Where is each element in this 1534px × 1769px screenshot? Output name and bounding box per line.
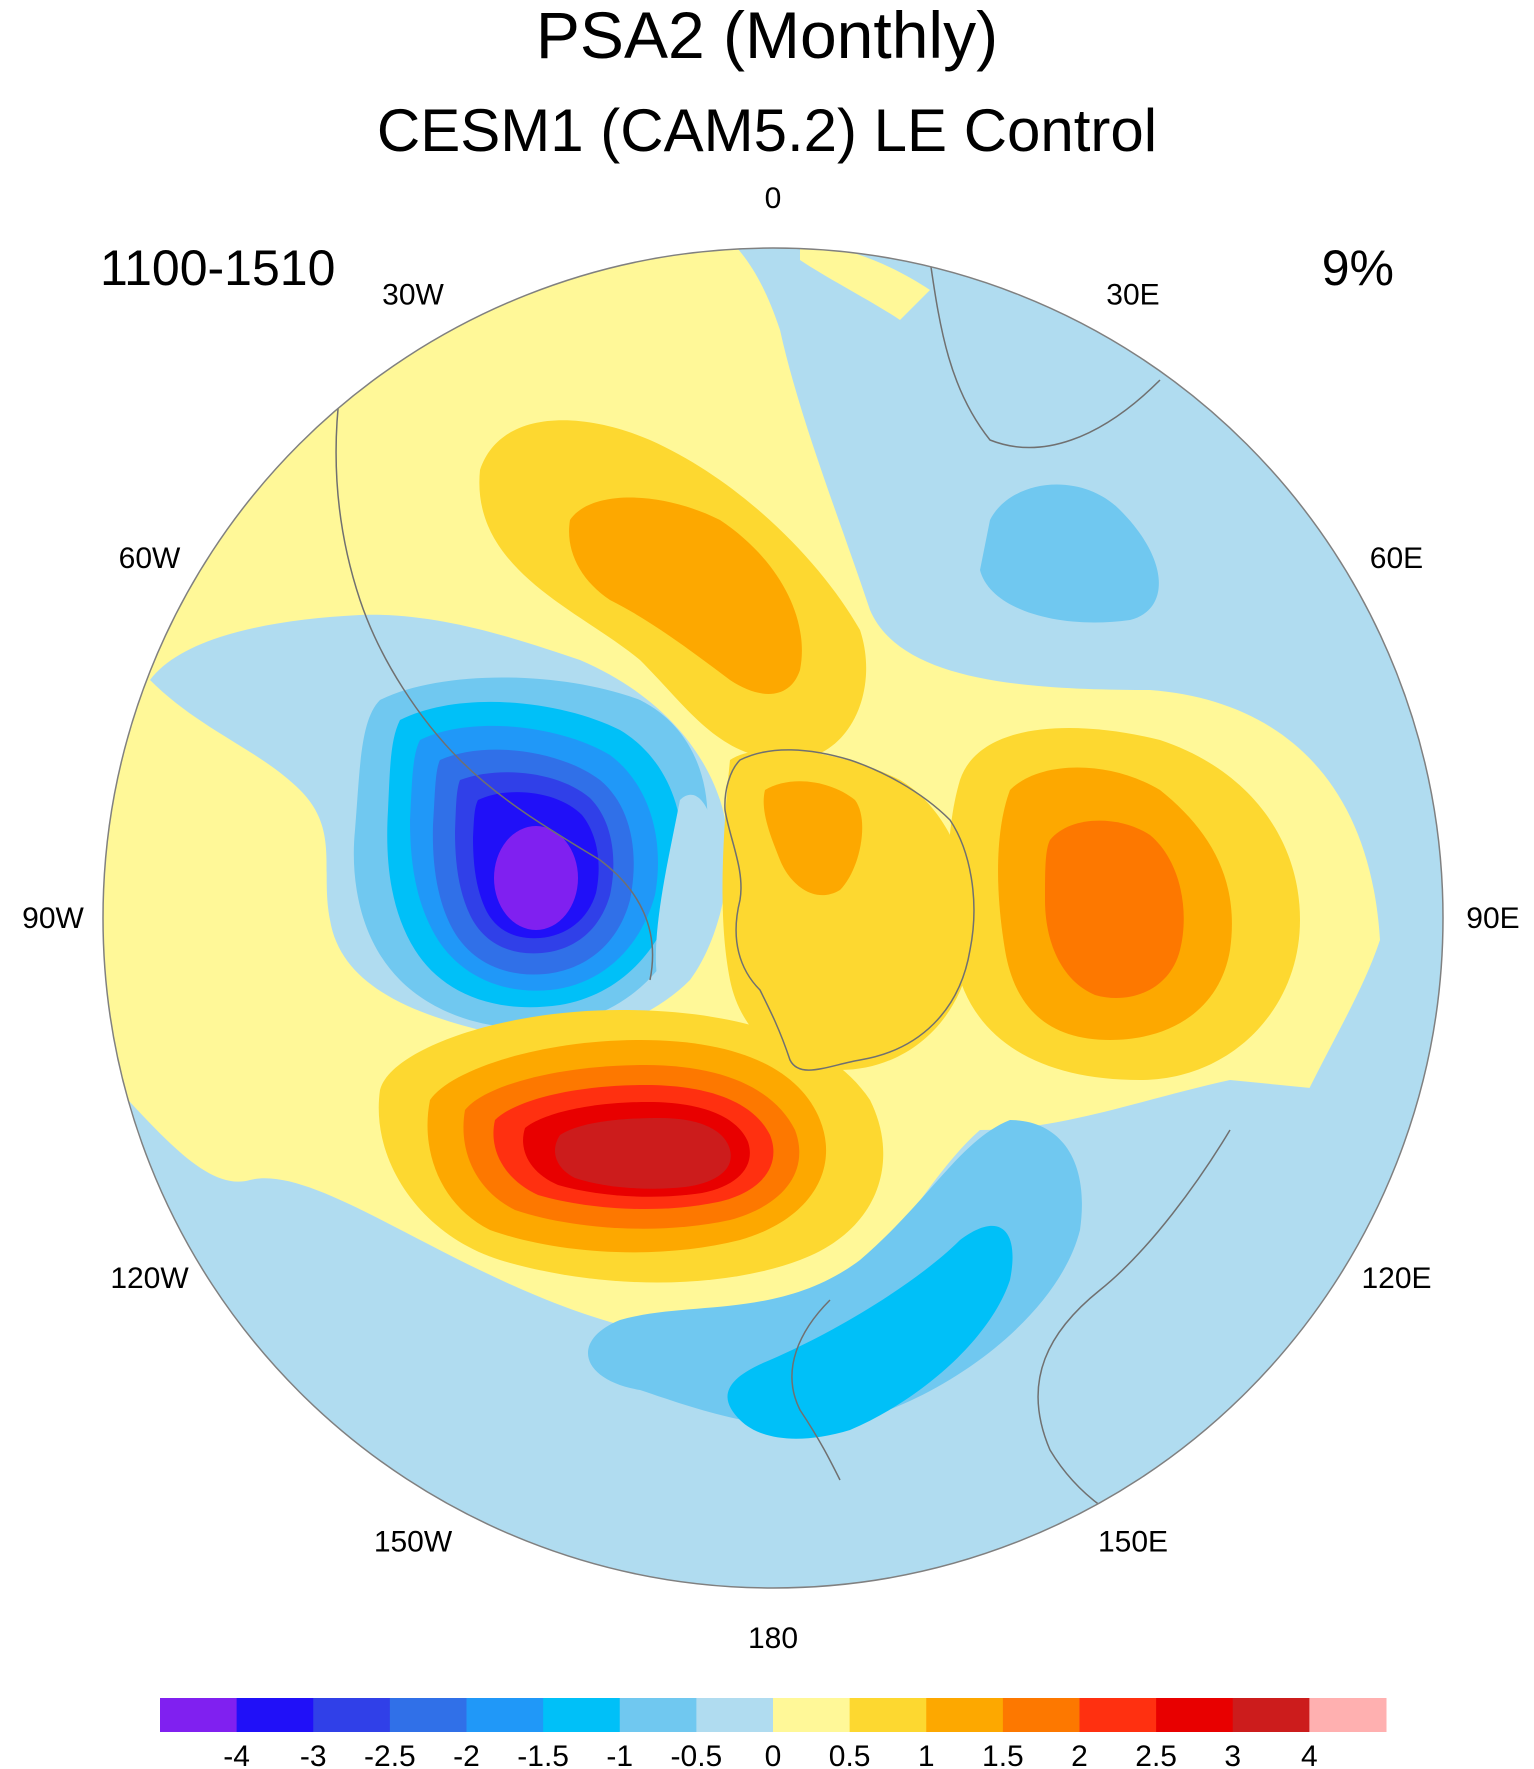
colorbar-label: -1: [606, 1740, 633, 1769]
longitude-label: 180: [748, 1622, 798, 1655]
colorbar-labels: -4 -3 -2.5 -2 -1.5 -1 -0.5 0 0.5 1 1.5 2 2.5 3 4: [223, 1740, 1317, 1769]
colorbar-swatch: [543, 1698, 621, 1732]
africa-coastline: [929, 259, 1161, 449]
coastlines: [335, 259, 1231, 1541]
colorbar-swatch: [160, 1698, 238, 1732]
variance-label: 9%: [1321, 240, 1394, 296]
colorbar-label: -2: [453, 1740, 480, 1769]
colorbar-swatch: [619, 1698, 697, 1732]
colorbar-swatch: [696, 1698, 774, 1732]
colorbar-swatch: [236, 1698, 314, 1732]
longitude-label: 150E: [1098, 1526, 1168, 1559]
negative-core-northeast: [980, 484, 1159, 623]
antarctica-coastline: [724, 749, 975, 1071]
negative-core-south: [727, 1225, 1013, 1439]
colorbar: [160, 1698, 1387, 1732]
colorbar-swatch: [389, 1698, 468, 1732]
colorbar-label: 2.5: [1135, 1740, 1177, 1769]
longitude-label: 0: [765, 182, 782, 215]
map-subtitle: CESM1 (CAM5.2) LE Control: [376, 97, 1158, 164]
longitude-labels: 0 30E 60E 90E 120E 150E 180 150W 120W 90W 60W 30W: [22, 182, 1520, 1655]
longitude-label: 120W: [110, 1262, 189, 1295]
colorbar-swatch: [1156, 1698, 1234, 1732]
australia-coastline: [1037, 1129, 1231, 1541]
colorbar-swatch: [849, 1698, 927, 1732]
colorbar-swatch: [313, 1698, 391, 1732]
colorbar-swatch: [926, 1698, 1004, 1732]
colorbar-label: -2.5: [364, 1740, 416, 1769]
longitude-label: 30E: [1106, 279, 1159, 312]
positive-core-east: [1045, 820, 1184, 998]
south-america-coastline: [335, 389, 654, 981]
colorbar-label: -0.5: [671, 1740, 723, 1769]
negative-tongue-peninsula: [655, 794, 716, 990]
map-title: PSA2 (Monthly): [535, 0, 999, 72]
new-zealand-coastline: [791, 1299, 841, 1481]
colorbar-swatch: [773, 1698, 851, 1732]
longitude-label: 90E: [1466, 902, 1519, 935]
colorbar-label: 2: [1071, 1740, 1088, 1769]
longitude-label: 120E: [1361, 1262, 1431, 1295]
colorbar-label: -1.5: [517, 1740, 569, 1769]
colorbar-swatch: [466, 1698, 544, 1732]
colorbar-swatch: [1079, 1698, 1157, 1732]
longitude-label: 60E: [1370, 542, 1423, 575]
colorbar-swatch: [1002, 1698, 1081, 1732]
colorbar-label: 0: [765, 1740, 782, 1769]
colorbar-label: 0.5: [829, 1740, 871, 1769]
longitude-label: 90W: [22, 902, 84, 935]
positive-high-north-2: [569, 497, 802, 694]
colorbar-label: 1: [918, 1740, 935, 1769]
colorbar-swatch: [1309, 1698, 1387, 1732]
colorbar-swatch: [1232, 1698, 1310, 1732]
longitude-label: 150W: [374, 1526, 453, 1559]
positive-wedge-top: [800, 248, 930, 320]
colorbar-label: 1.5: [982, 1740, 1024, 1769]
period-label: 1100-1510: [100, 240, 336, 296]
longitude-label: 60W: [119, 542, 181, 575]
longitude-label: 30W: [382, 279, 444, 312]
map-boundary: [102, 247, 1444, 1589]
positive-core-antarctica: [763, 781, 863, 896]
positive-core-southwest: [555, 1118, 731, 1189]
colorbar-label: -3: [300, 1740, 327, 1769]
colorbar-label: -4: [223, 1740, 250, 1769]
negative-low-west-core: [494, 826, 578, 930]
colorbar-label: 4: [1301, 1740, 1318, 1769]
colorbar-label: 3: [1224, 1740, 1241, 1769]
